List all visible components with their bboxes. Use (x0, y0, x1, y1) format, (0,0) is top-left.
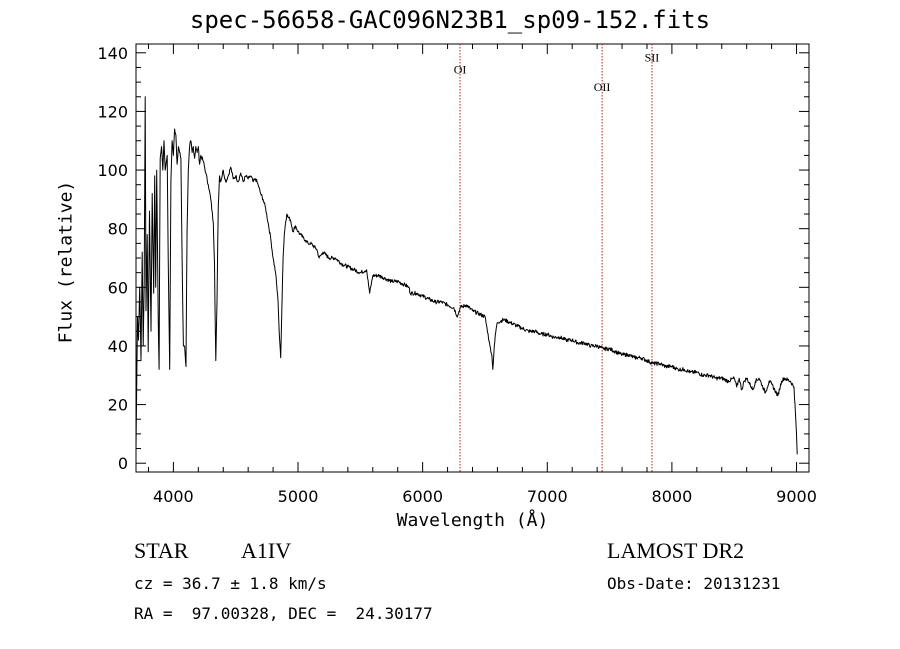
spectral-class: A1IV (241, 538, 292, 563)
y-tick-label: 40 (108, 337, 128, 356)
y-tick-label: 60 (108, 278, 128, 297)
y-tick-label: 120 (97, 102, 128, 121)
x-axis-label: Wavelength (Å) (396, 510, 549, 531)
spectrum-line (135, 96, 798, 455)
y-tick-label: 140 (97, 44, 128, 63)
x-tick-label: 8000 (652, 487, 693, 506)
chart-title: spec-56658-GAC096N23B1_sp09-152.fits (189, 6, 711, 34)
coordinates: RA = 97.00328, DEC = 24.30177 (134, 604, 433, 623)
y-tick-label: 20 (108, 396, 128, 415)
x-tick-label: 7000 (527, 487, 568, 506)
redshift-info: cz = 36.7 ± 1.8 km/s (134, 574, 327, 593)
line-marker-label: OI (454, 62, 467, 76)
x-tick-label: 4000 (153, 487, 194, 506)
series-layer (135, 96, 798, 455)
plot-frame (135, 43, 810, 473)
survey-name: LAMOST DR2 (607, 538, 745, 563)
line-marker-label: SII (645, 51, 660, 65)
y-tick-label: 100 (97, 161, 128, 180)
y-tick-label: 0 (118, 454, 128, 473)
y-tick-label: 80 (108, 220, 128, 239)
x-tick-label: 5000 (278, 487, 319, 506)
object-type: STAR (134, 538, 189, 563)
annotation-layer: OI OII SII (454, 44, 660, 472)
x-tick-label: 9000 (776, 487, 817, 506)
y-axis-label: Flux (relative) (55, 180, 77, 344)
axes-layer: 4000 5000 6000 7000 8000 9000 0 20 40 60 80 100 120 1… (97, 43, 817, 506)
observation-date: Obs-Date: 20131231 (607, 574, 781, 593)
line-marker-label: OII (594, 80, 611, 94)
x-tick-label: 6000 (402, 487, 443, 506)
